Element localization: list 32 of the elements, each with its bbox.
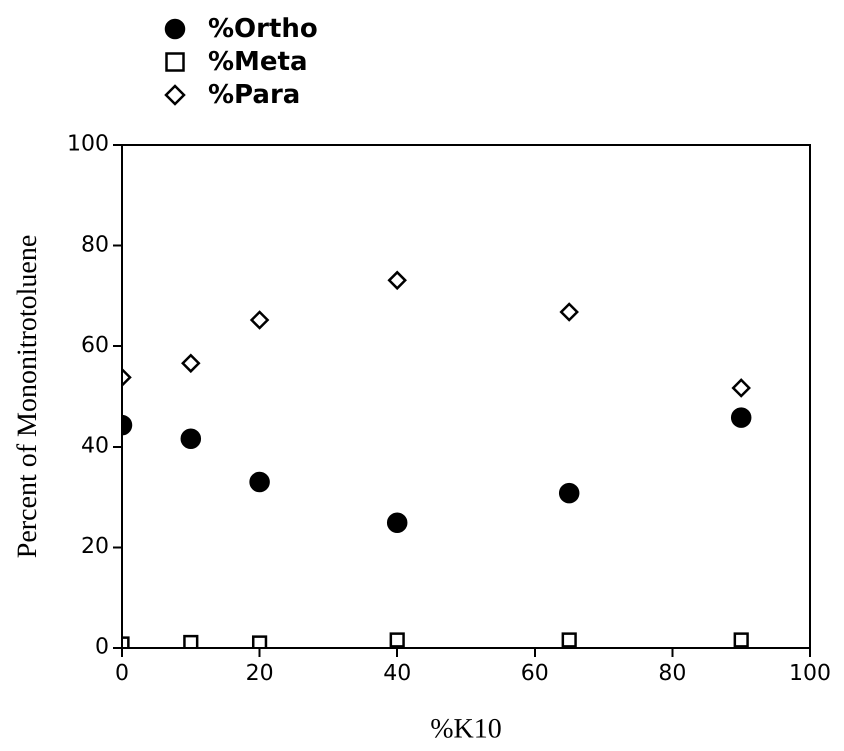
point [388, 271, 406, 290]
y-tick-label: 20 [81, 534, 109, 560]
y-tick-label: 60 [81, 332, 109, 358]
point [183, 634, 198, 648]
point [386, 512, 408, 534]
x-tick-label: 20 [246, 660, 274, 686]
point [732, 378, 750, 398]
legend-label: %Ortho [208, 14, 318, 44]
point [249, 472, 270, 492]
y-axis-title: Percent of Mononitrotoluene [12, 234, 44, 558]
legend-label: %Para [208, 80, 300, 110]
point [730, 407, 752, 428]
point [250, 310, 269, 330]
y-tick-label: 0 [95, 634, 109, 660]
point [562, 632, 577, 648]
y-tick-label: 100 [67, 132, 109, 157]
point [180, 428, 202, 449]
x-tick-label: 60 [520, 660, 549, 686]
point [252, 635, 268, 648]
point [560, 302, 578, 322]
point [182, 354, 200, 373]
legend-label: %Meta [208, 46, 308, 76]
x-tick-label: 100 [789, 660, 831, 686]
x-tick-label: 0 [115, 660, 129, 686]
x-tick-label: 40 [383, 660, 412, 686]
y-tick-label: 80 [81, 232, 109, 258]
x-tick-label: 80 [658, 660, 686, 686]
y-tick-label: 40 [81, 434, 109, 459]
point [558, 482, 580, 504]
point [734, 632, 749, 648]
x-axis-title: %K10 [430, 714, 502, 745]
point [390, 632, 405, 648]
